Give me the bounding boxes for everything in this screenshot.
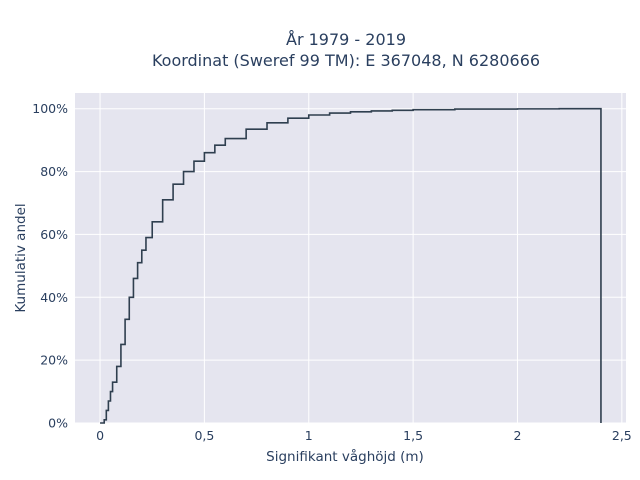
x-tick-label: 0 xyxy=(96,428,104,443)
grid xyxy=(75,93,626,424)
x-axis-ticks: 0 0,5 1 1,5 2 2,5 xyxy=(96,428,632,443)
x-tick-label: 1,5 xyxy=(403,428,423,443)
y-axis-ticks: 0% 20% 40% 60% 80% 100% xyxy=(32,101,68,430)
y-axis-label: Kumulativ andel xyxy=(13,203,29,312)
y-tick-label: 20% xyxy=(40,353,68,368)
x-axis-label: Signifikant våghöjd (m) xyxy=(266,448,424,465)
x-tick-label: 2 xyxy=(513,428,521,443)
y-tick-label: 60% xyxy=(40,227,68,242)
ecdf-step-line xyxy=(100,107,602,424)
y-tick-label: 80% xyxy=(40,164,68,179)
x-tick-label: 1 xyxy=(305,428,313,443)
plot-area xyxy=(75,93,626,423)
y-tick-label: 0% xyxy=(48,416,68,431)
x-tick-label: 2,5 xyxy=(612,428,632,443)
y-tick-label: 40% xyxy=(40,290,68,305)
series-group xyxy=(100,107,602,424)
chart-title-line-1: År 1979 - 2019 xyxy=(286,30,406,49)
y-tick-label: 100% xyxy=(32,101,68,116)
chart-title-line-2: Koordinat (Sweref 99 TM): E 367048, N 62… xyxy=(152,51,540,70)
x-tick-label: 0,5 xyxy=(194,428,214,443)
